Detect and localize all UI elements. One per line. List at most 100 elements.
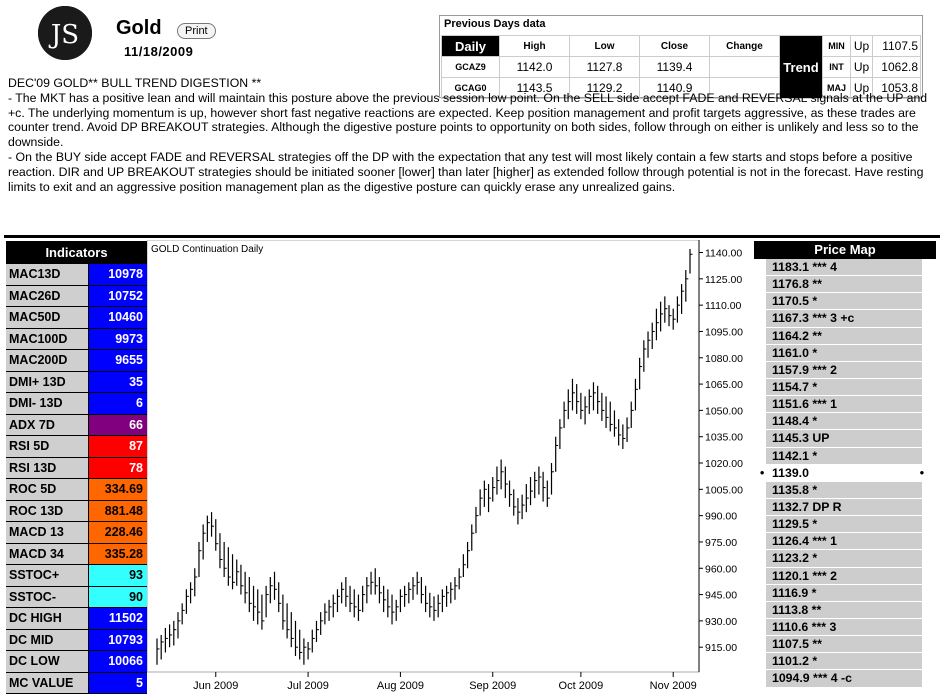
indicators-title: Indicators [45, 245, 108, 260]
indicator-value: 66 [88, 414, 147, 436]
ohlc-bar [609, 401, 613, 432]
ohlc-bar [412, 577, 416, 600]
price-map-level: 1142.1 * [766, 447, 922, 465]
ohlc-bar [475, 506, 479, 534]
x-tick-label: Sep 2009 [469, 680, 516, 692]
logo-text: JS [48, 20, 79, 50]
indicator-name: MAC100D [6, 328, 88, 350]
ohlc-bar [618, 419, 622, 446]
indicator-value: 228.46 [88, 522, 147, 544]
ohlc-bar [366, 577, 370, 604]
indicator-name: RSI 5D [6, 436, 88, 458]
y-tick-label: 915.00 [705, 642, 737, 654]
indicator-row: DC MID 10793 [6, 629, 147, 651]
col-low: Low [569, 35, 640, 57]
ohlc-bar [584, 396, 588, 425]
col-close: Close [639, 35, 710, 57]
ohlc-bar [160, 634, 164, 660]
ohlc-bar [450, 582, 454, 604]
price-map-label: 1145.3 UP [772, 431, 830, 446]
price-map-level: 1129.5 * [766, 516, 922, 534]
ohlc-bar [303, 638, 307, 665]
indicator-name: MC VALUE [6, 672, 88, 694]
ohlc-bar [513, 489, 517, 516]
ohlc-bars [156, 249, 693, 665]
indicator-value: 881.48 [88, 500, 147, 522]
price-map-level: 1094.9 *** 4 -c [766, 670, 922, 688]
ohlc-bar [395, 599, 399, 621]
indicator-value: 35 [88, 371, 147, 393]
indicator-row: MAC13D 10978 [6, 264, 147, 286]
price-map-label: 1120.1 *** 2 [772, 568, 837, 583]
ohlc-bar [651, 322, 655, 349]
indicators-panel: Indicators MAC13D 10978 MAC26D 10752 MAC50D 1… [6, 241, 147, 694]
price-map-label: 1148.4 * [772, 414, 818, 429]
previous-days-panel: Previous Days data Daily High Low Close … [439, 15, 923, 99]
change-cell [709, 77, 780, 99]
symbol-cell: GCAZ9 [441, 56, 500, 78]
ohlc-bar [378, 577, 382, 604]
price-map-panel: Price Map 1183.1 *** 4 1176.8 ** 1170.5 * 1… [754, 241, 936, 693]
indicator-name: MAC200D [6, 350, 88, 372]
ohlc-bar [483, 480, 487, 507]
ohlc-bar [550, 463, 555, 495]
indicator-row: MAC200D 9655 [6, 350, 147, 372]
y-tick-label: 990.00 [705, 511, 737, 523]
ohlc-bar [261, 594, 265, 630]
ohlc-bar [173, 620, 177, 646]
digest-sell-paragraph: - The MKT has a positive lean and will m… [8, 90, 928, 150]
indicator-value: 78 [88, 457, 147, 479]
price-map-level: 1101.2 * [766, 653, 922, 671]
digest-heading: DEC'09 GOLD** BULL TREND DIGESTION ** [8, 76, 262, 90]
trend-int-value: 1062.8 [872, 56, 921, 78]
indicator-name: MAC26D [6, 285, 88, 307]
price-map-label: 1183.1 *** 4 [772, 260, 837, 274]
price-map-level: 1110.6 *** 3 [766, 618, 922, 637]
ohlc-bar [299, 629, 303, 660]
indicator-name: ROC 5D [6, 479, 88, 501]
ohlc-bar [639, 357, 643, 390]
ohlc-bar [538, 466, 542, 495]
ohlc-bar [399, 589, 403, 613]
indicator-row: MACD 34 335.28 [6, 543, 147, 565]
indicator-row: RSI 13D 78 [6, 457, 147, 479]
price-map-level: 1157.9 *** 2 [766, 361, 922, 379]
ohlc-bar [273, 571, 278, 600]
print-button[interactable]: Print [177, 23, 216, 39]
ohlc-bar [248, 577, 252, 613]
ohlc-bar [315, 620, 319, 642]
indicator-value: 335.28 [88, 543, 147, 565]
ohlc-bar [592, 382, 596, 411]
indicator-value: 93 [88, 565, 147, 587]
ohlc-bar [194, 568, 198, 597]
ohlc-bar [282, 594, 286, 630]
x-tick-label: Aug 2009 [377, 680, 424, 692]
close-cell: 1140.9 [639, 77, 710, 99]
indicator-name: DMI+ 13D [6, 371, 88, 393]
ohlc-bar [630, 401, 634, 428]
x-tick-label: Jun 2009 [193, 680, 238, 692]
ohlc-bar [202, 524, 206, 560]
ohlc-bar [311, 629, 315, 653]
ohlc-bar [668, 305, 672, 327]
ohlc-bar [508, 480, 513, 507]
trend-maj-value: 1053.8 [872, 77, 921, 99]
price-map-level: 1116.9 * [766, 584, 922, 602]
price-map-label: 1157.9 *** 2 [772, 362, 837, 377]
y-tick-label: 945.00 [705, 590, 737, 602]
ohlc-bar [240, 564, 244, 595]
ohlc-bar [689, 249, 693, 274]
high-cell: 1143.5 [499, 77, 570, 99]
ohlc-bar [655, 308, 659, 341]
y-tick-label: 1110.00 [705, 300, 742, 312]
price-map-label: 1129.5 * [772, 517, 818, 532]
ohlc-bar [168, 624, 173, 648]
low-cell: 1129.2 [569, 77, 640, 99]
indicator-row: MAC50D 10460 [6, 307, 147, 329]
indicator-name: DC HIGH [6, 608, 88, 630]
indicator-name: DC LOW [6, 651, 88, 673]
price-map-level: 1183.1 *** 4 [766, 259, 922, 277]
indicator-row: SSTOC+ 93 [6, 565, 147, 587]
ohlc-bar [664, 296, 668, 323]
ohlc-bar [231, 554, 236, 590]
